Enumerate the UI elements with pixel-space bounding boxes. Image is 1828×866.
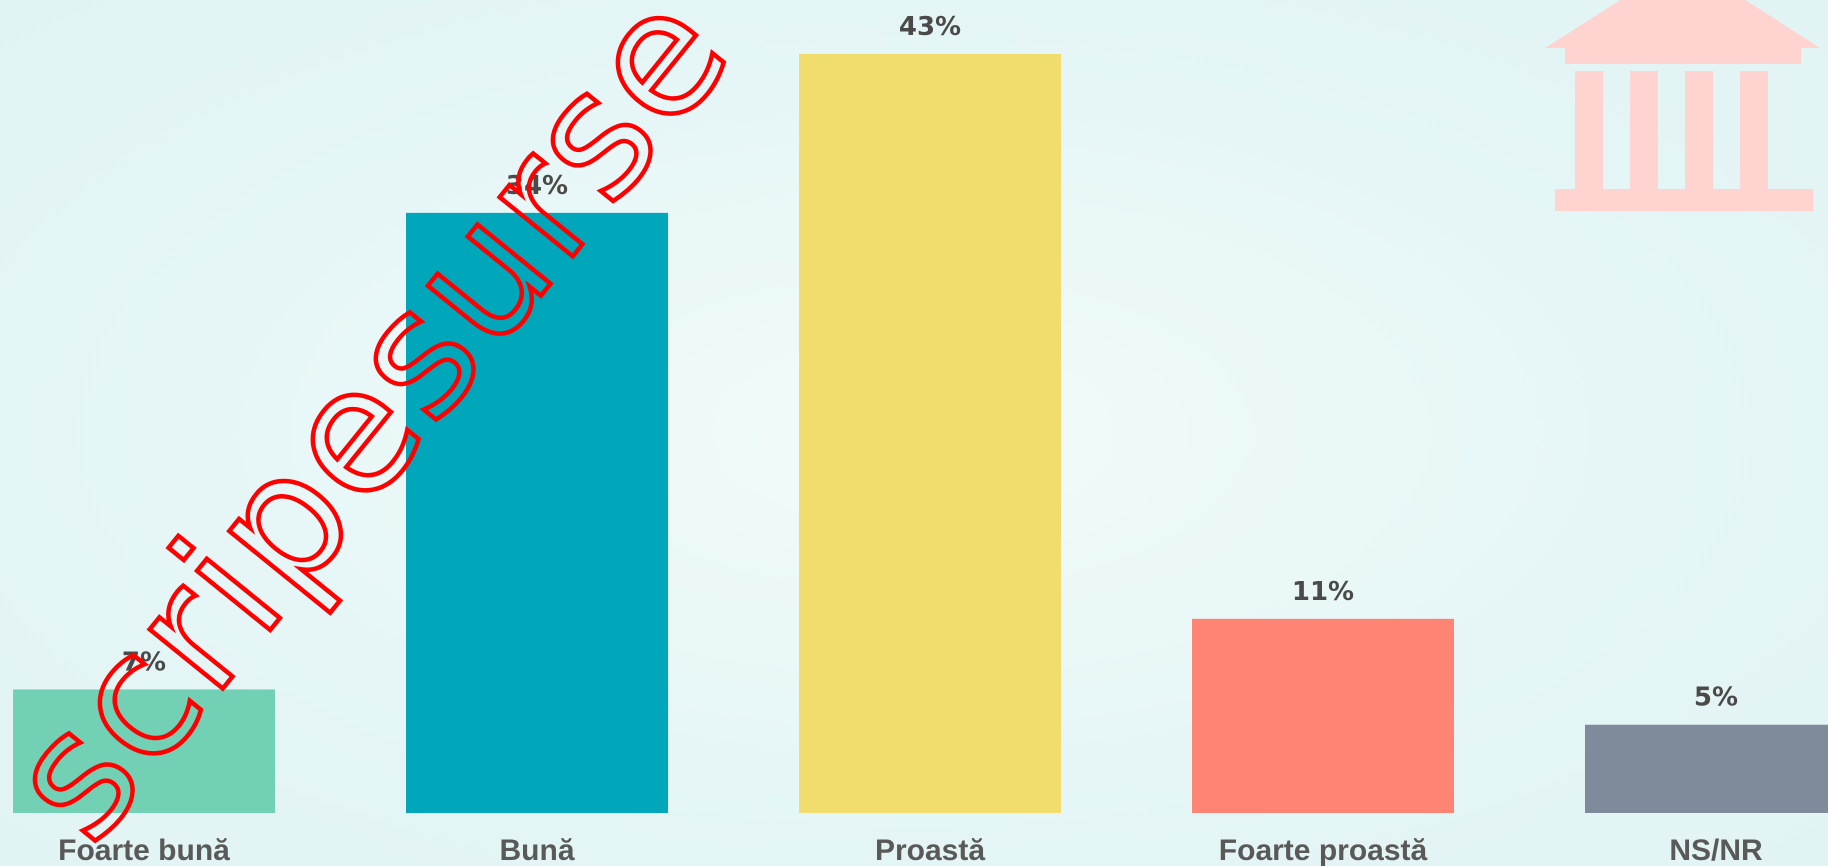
category-label-ns-nr: NS/NR xyxy=(1669,834,1763,866)
value-label-ns-nr: 5% xyxy=(1694,683,1738,713)
category-labels-group: Foarte bună Bună Proastă Foarte proastă NS/N… xyxy=(58,834,1763,866)
value-label-buna: 34% xyxy=(506,171,568,201)
value-label-foarte-buna: 7% xyxy=(122,647,166,677)
bank-building-icon xyxy=(1545,0,1820,211)
bank-building-icon-column xyxy=(1630,71,1658,189)
category-label-foarte-proasta: Foarte proastă xyxy=(1219,834,1428,866)
bar-ns-nr xyxy=(1585,724,1828,813)
bars-group xyxy=(13,54,1828,813)
category-label-foarte-buna: Foarte bună xyxy=(58,834,230,866)
bank-building-icon-base xyxy=(1555,189,1813,211)
value-label-foarte-proasta: 11% xyxy=(1292,577,1354,607)
category-label-buna: Bună xyxy=(500,834,575,866)
bank-building-icon-column xyxy=(1685,71,1713,189)
bar-buna xyxy=(406,212,668,813)
bank-building-icon-beam xyxy=(1565,36,1801,64)
bar-proasta xyxy=(799,54,1061,813)
bar-foarte-buna xyxy=(13,689,275,813)
bank-building-icon-column xyxy=(1575,71,1603,189)
bar-foarte-proasta xyxy=(1192,618,1454,813)
value-labels-group: 7% 34% 43% 11% 5% xyxy=(122,12,1738,713)
category-label-proasta: Proastă xyxy=(875,834,985,866)
bank-building-icon-column xyxy=(1740,71,1768,189)
value-label-proasta: 43% xyxy=(899,12,961,42)
